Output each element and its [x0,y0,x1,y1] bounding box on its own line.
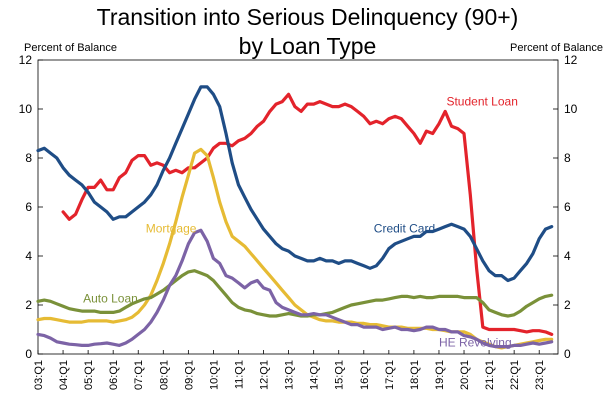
y-tick-label-right: 10 [564,102,578,116]
x-tick-label: 07:Q1 [133,360,145,390]
series-line-credit-card [36,85,554,283]
y-axis-label-left: Percent of Balance [24,42,117,54]
y-tick-label-left: 0 [25,347,32,361]
x-tick-label: 09:Q1 [183,360,195,390]
x-tick-label: 06:Q1 [108,360,120,390]
series-label-student-loan: Student Loan [446,94,517,108]
y-axis-label-right: Percent of Balance [510,42,603,54]
y-tick-label-right: 8 [564,151,571,165]
x-tick-label: 20:Q1 [459,360,471,390]
x-tick-label: 14:Q1 [309,360,321,390]
x-tick-label: 21:Q1 [484,360,496,390]
y-tick-label-left: 4 [25,249,32,263]
chart-title: Transition into Serious Delinquency (90+… [0,3,615,61]
series-label-he-revolving: HE Revolving [439,336,512,350]
x-tick-label: 17:Q1 [384,360,396,390]
y-tick-label-left: 12 [19,53,33,67]
x-tick-label: 19:Q1 [434,360,446,390]
x-tick-label: 16:Q1 [359,360,371,390]
x-tick-label: 04:Q1 [58,360,70,390]
series-line-he-revolving [36,228,554,349]
y-tick-label-left: 6 [25,200,32,214]
y-tick-label-right: 4 [564,249,571,263]
y-tick-label-left: 2 [25,298,32,312]
series-line-auto-loan [36,269,554,318]
series-line-mortgage [36,147,554,350]
y-tick-label-right: 6 [564,200,571,214]
series-label-credit-card: Credit Card [374,222,435,236]
y-tick-label-right: 0 [564,347,571,361]
x-tick-label: 18:Q1 [409,360,421,390]
series-line-student-loan [61,92,554,336]
x-tick-label: 12:Q1 [259,360,271,390]
chart-title-line-2: by Loan Type [238,33,377,59]
x-tick-label: 03:Q1 [33,360,45,390]
chart-title-line-1: Transition into Serious Delinquency (90+… [96,4,519,30]
series-label-mortgage: Mortgage [146,222,197,236]
x-tick-label: 15:Q1 [334,360,346,390]
x-tick-label: 10:Q1 [208,360,220,390]
y-tick-label-left: 8 [25,151,32,165]
y-tick-label-right: 2 [564,298,571,312]
series-label-auto-loan: Auto Loan [83,292,138,306]
y-tick-label-left: 10 [19,102,33,116]
x-tick-label: 11:Q1 [233,360,245,389]
y-tick-label-right: 12 [564,53,578,67]
x-tick-label: 23:Q1 [534,360,546,390]
x-tick-label: 05:Q1 [83,360,95,390]
x-tick-label: 22:Q1 [509,360,521,390]
x-tick-label: 08:Q1 [158,360,170,390]
x-tick-label: 13:Q1 [284,360,296,390]
